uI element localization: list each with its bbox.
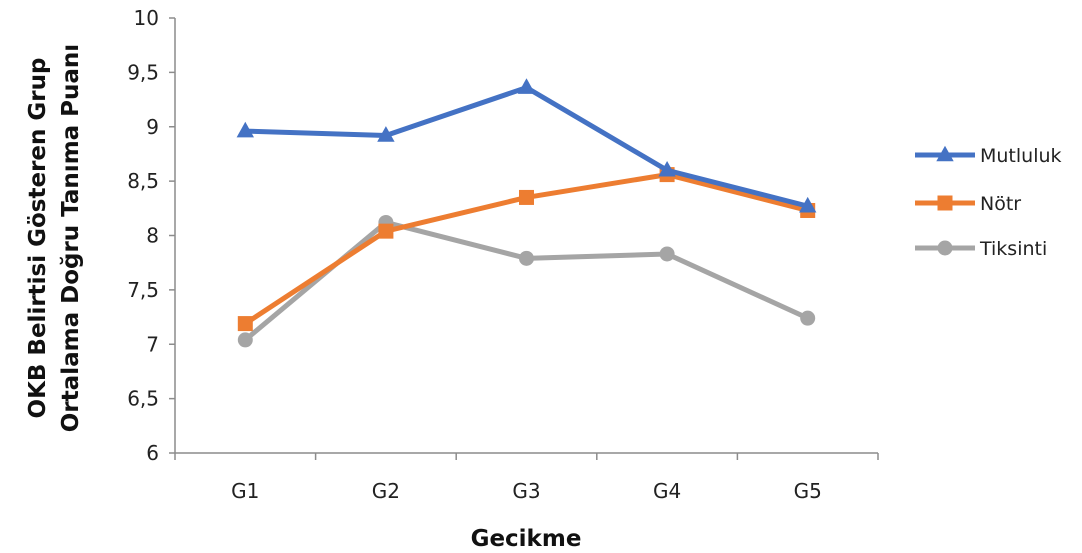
data-point-n-tr	[378, 223, 394, 239]
legend-item-tiksinti: Tiksinti	[915, 238, 1047, 260]
data-point-mutluluk	[658, 160, 676, 177]
legend-label: Mutluluk	[980, 145, 1062, 167]
y-tick-label: 10	[134, 6, 159, 30]
data-point-tiksinti	[659, 246, 675, 262]
y-axis: 6 6,5 7 7,5 8 8,5 9 9,5 10	[127, 6, 176, 465]
y-tick-label: 6	[146, 441, 159, 465]
y-axis-title-line-1: OKB Belirtisi Gösteren Grup	[25, 58, 51, 419]
y-tick-label: 9	[146, 115, 159, 139]
x-tick-label: G5	[794, 479, 822, 503]
series-n-tr	[237, 167, 816, 332]
x-tick-label: G2	[372, 479, 400, 503]
y-tick-label: 8	[146, 224, 159, 248]
x-tick-label: G4	[653, 479, 681, 503]
data-point-mutluluk	[377, 126, 395, 142]
data-point-tiksinti	[519, 250, 534, 266]
series-mutluluk	[236, 78, 817, 213]
data-point-mutluluk	[799, 196, 817, 213]
legend-label: Tiksinti	[979, 238, 1047, 260]
y-tick-label: 7	[146, 332, 159, 356]
series-line-tiksinti	[242, 219, 811, 343]
legend: Mutluluk Nötr Tiksinti	[915, 145, 1062, 260]
legend-item-n-tr: Nötr	[915, 193, 1021, 215]
series-layer	[236, 78, 817, 348]
data-point-tiksinti	[800, 310, 816, 326]
data-point-mutluluk	[236, 121, 254, 138]
legend-item-mutluluk: Mutluluk	[915, 145, 1062, 167]
series-tiksinti	[237, 214, 816, 348]
x-axis-title: Gecikme	[471, 526, 582, 552]
data-point-tiksinti	[237, 332, 253, 348]
data-point-mutluluk	[517, 78, 536, 94]
x-axis: G1 G2 G3 G4 G5	[174, 452, 879, 503]
x-tick-label: G1	[231, 479, 259, 503]
y-tick-label: 9,5	[127, 60, 159, 84]
y-tick-label: 8,5	[127, 169, 159, 193]
x-tick-label: G3	[512, 479, 540, 503]
legend-swatch-marker	[937, 240, 953, 256]
data-point-n-tr	[237, 316, 253, 332]
legend-swatch-marker	[937, 195, 953, 211]
y-tick-label: 7,5	[127, 278, 159, 302]
y-tick-label: 6,5	[127, 387, 159, 411]
data-point-n-tr	[519, 189, 534, 205]
legend-label: Nötr	[980, 193, 1021, 215]
y-axis-title-line-2: Ortalama Doğru Tanıma Puanı	[58, 44, 84, 432]
legend-swatch-marker	[936, 145, 954, 162]
